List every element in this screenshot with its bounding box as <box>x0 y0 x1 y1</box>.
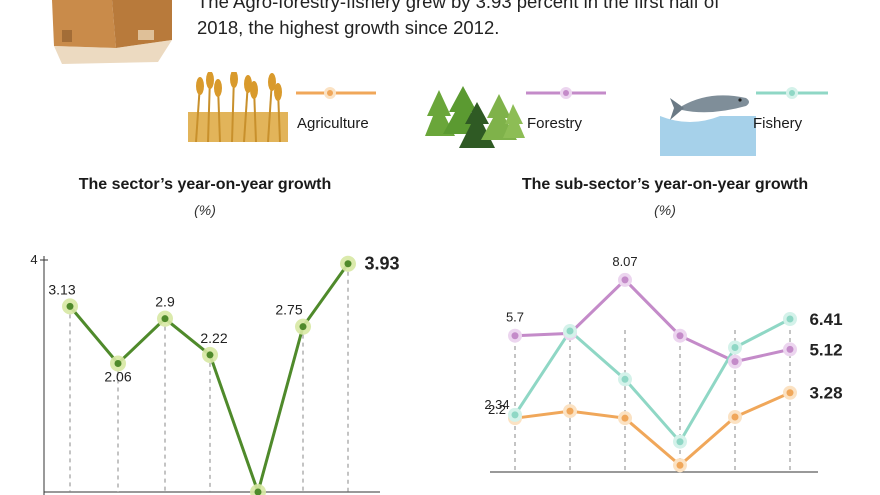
sector-growth-chart: 4 3.13 2.06 2.9 2.22 2.75 3.93 <box>30 252 400 495</box>
y-tick-label: 4 <box>30 252 37 267</box>
data-point <box>621 276 629 284</box>
data-point <box>786 315 794 323</box>
legend-forestry-label: Forestry <box>527 115 583 132</box>
data-point <box>511 332 519 340</box>
subsector-chart-header: The sub-sector’s year-on-year growth (%) <box>470 176 860 218</box>
wheat-icon <box>188 72 288 142</box>
legend-fishery-swatch <box>756 87 828 99</box>
data-point <box>621 375 629 383</box>
data-point <box>161 315 169 323</box>
data-point <box>511 411 519 419</box>
data-point <box>731 413 739 421</box>
data-point <box>731 358 739 366</box>
data-point <box>786 389 794 397</box>
pine-trees-icon <box>425 86 525 148</box>
series-line-fishery <box>513 317 791 445</box>
data-label: 3.13 <box>48 281 75 297</box>
data-point <box>786 345 794 353</box>
data-point <box>566 407 574 415</box>
data-point <box>731 344 739 352</box>
subsector-growth-chart: 2.2 3.28 5.7 8.07 5.12 2.34 6.41 <box>484 254 843 473</box>
headline-line-2: 2018, the highest growth since 2012. <box>197 17 500 38</box>
legend-fishery-label: Fishery <box>753 115 803 132</box>
data-point <box>206 351 214 359</box>
data-label: 3.93 <box>364 254 399 274</box>
subsector-chart-unit: (%) <box>654 202 676 218</box>
data-point <box>66 302 74 310</box>
legend: Agriculture Forestry Fishery <box>0 0 880 160</box>
data-label: 2.34 <box>484 397 509 412</box>
data-point <box>299 323 307 331</box>
data-point <box>676 438 684 446</box>
data-point <box>344 260 352 268</box>
data-label: 6.41 <box>809 310 842 329</box>
data-point <box>114 359 122 367</box>
fish-icon <box>660 95 756 156</box>
data-label: 5.12 <box>809 340 842 359</box>
data-point <box>676 461 684 469</box>
data-label: 2.22 <box>200 330 227 346</box>
data-label: 2.9 <box>155 294 175 310</box>
data-point <box>254 488 262 495</box>
series-line-agriculture <box>514 391 791 468</box>
legend-forestry-swatch <box>526 87 606 99</box>
data-point <box>566 327 574 335</box>
data-point <box>621 414 629 422</box>
legend-agriculture-label: Agriculture <box>297 115 369 132</box>
data-label: 2.75 <box>275 302 302 318</box>
sector-chart-header: The sector’s year-on-year growth (%) <box>20 176 390 218</box>
headline-line-1: The Agro-forestry-fishery grew by 3.93 p… <box>197 0 720 12</box>
data-label: 2.2 <box>488 402 506 417</box>
legend-agriculture-swatch <box>296 87 376 99</box>
sector-chart-title: The sector’s year-on-year growth <box>78 176 332 193</box>
data-label: 5.7 <box>506 310 524 325</box>
box-illustration <box>52 0 172 64</box>
data-label: 3.28 <box>809 384 842 403</box>
data-label: 2.06 <box>104 368 131 384</box>
data-point <box>676 332 684 340</box>
sector-chart-unit: (%) <box>194 202 216 218</box>
subsector-chart-title: The sub-sector’s year-on-year growth <box>521 176 809 193</box>
data-label: 8.07 <box>612 254 637 269</box>
headline: The Agro-forestry-fishery grew by 3.93 p… <box>197 0 837 41</box>
series-line-forestry <box>514 277 791 364</box>
